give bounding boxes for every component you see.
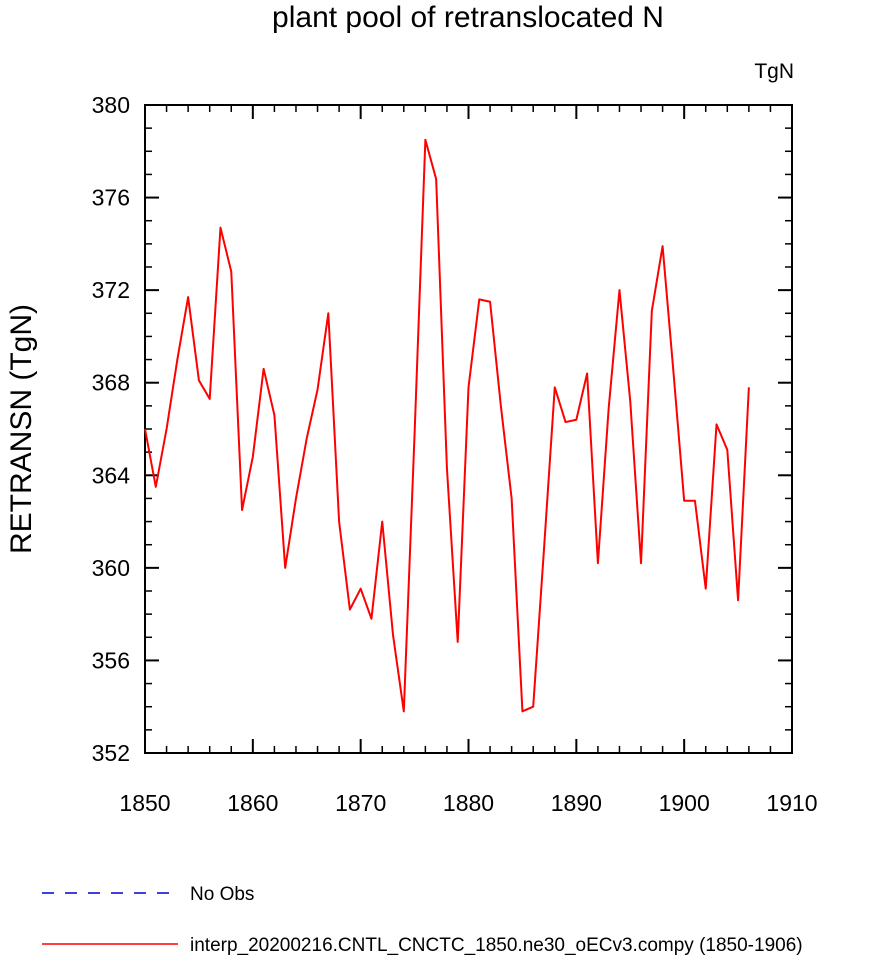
plot-frame bbox=[144, 104, 793, 754]
series-line bbox=[144, 138, 750, 713]
x-tick-label: 1850 bbox=[119, 790, 170, 816]
y-tick-label: 364 bbox=[92, 462, 131, 488]
legend: No Obs interp_20200216.CNTL_CNCTC_1850.ne… bbox=[42, 884, 803, 956]
x-tick-label: 1890 bbox=[551, 790, 602, 816]
legend-label: interp_20200216.CNTL_CNCTC_1850.ne30_oEC… bbox=[190, 935, 803, 956]
series-layer bbox=[144, 138, 750, 713]
y-tick-label: 372 bbox=[92, 277, 130, 303]
y-tick-label: 360 bbox=[92, 555, 130, 581]
chart-title: plant pool of retranslocated N bbox=[272, 1, 664, 34]
legend-label: No Obs bbox=[190, 884, 254, 905]
x-tick-label: 1900 bbox=[659, 790, 710, 816]
units-label: TgN bbox=[754, 60, 794, 83]
y-tick-label: 376 bbox=[92, 185, 130, 211]
y-tick-label: 380 bbox=[92, 92, 130, 118]
x-tick-label: 1910 bbox=[766, 790, 817, 816]
x-tick-label: 1860 bbox=[227, 790, 278, 816]
x-tick-label: 1870 bbox=[335, 790, 386, 816]
axis-tick-labels: 1850 1860 1870 1880 1890 1900 1910 352 356 360 364… bbox=[92, 92, 818, 816]
y-axis-label: RETRANSN (TgN) bbox=[5, 304, 38, 554]
y-tick-label: 352 bbox=[92, 740, 130, 766]
x-tick-label: 1880 bbox=[443, 790, 494, 816]
y-tick-label: 356 bbox=[92, 647, 130, 673]
axis-ticks bbox=[144, 104, 793, 754]
y-tick-label: 368 bbox=[92, 370, 130, 396]
